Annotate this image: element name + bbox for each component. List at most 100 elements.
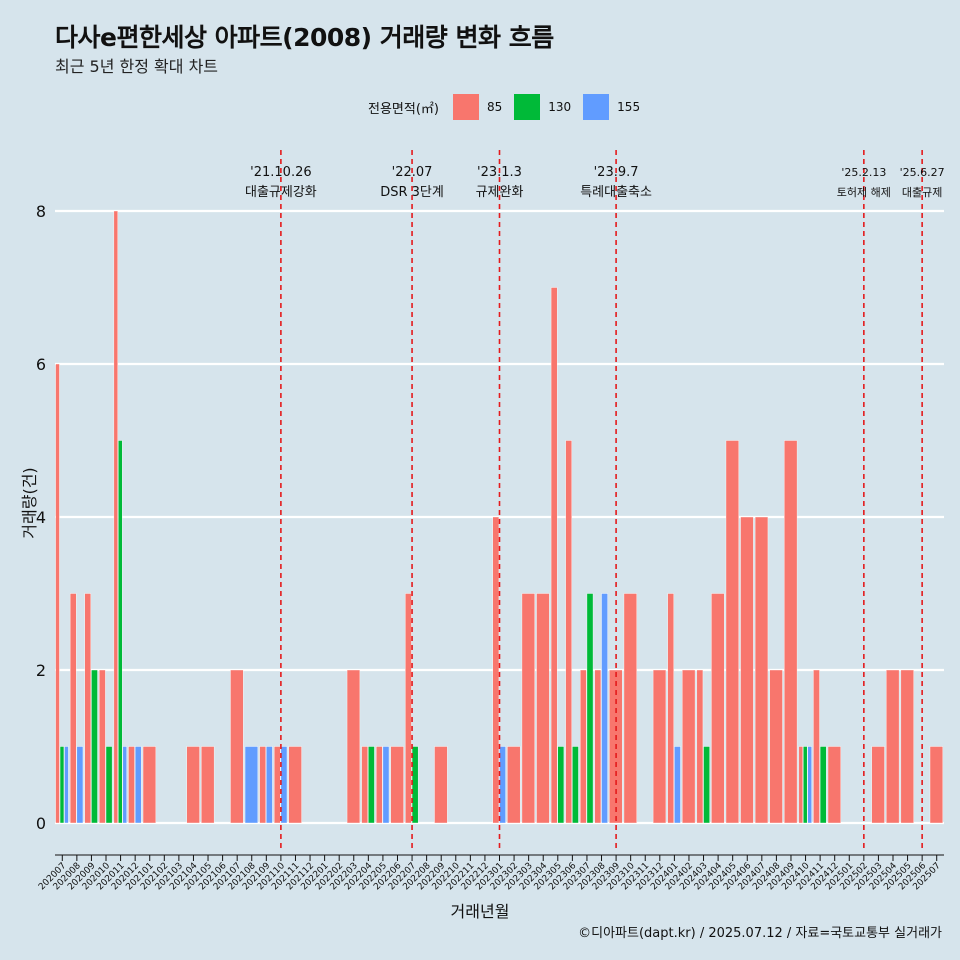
- bar-202207-85: [405, 593, 412, 824]
- bar-202411-85: [813, 669, 820, 824]
- legend-item-130: 130: [514, 94, 571, 120]
- legend-swatch-85: [452, 94, 479, 120]
- bar-202007-130: [59, 746, 65, 824]
- bar-202010-130: [105, 746, 113, 824]
- bar-202007-85: [55, 363, 60, 824]
- event-date-202207: '22.07: [392, 165, 433, 180]
- bar-202308-155: [601, 593, 608, 824]
- event-label-202502: 토허제 해제: [837, 185, 891, 199]
- bar-202107-85: [230, 669, 244, 824]
- legend-title: 전용면적(㎡): [368, 101, 439, 117]
- y-tick-label-0: 0: [36, 814, 46, 833]
- bar-202306-130: [572, 746, 579, 824]
- bar-202301-155: [499, 746, 506, 824]
- bar-202007-155: [64, 746, 69, 824]
- bar-202008-85: [69, 593, 77, 824]
- bar-202008-155: [76, 746, 84, 824]
- legend-item-155: 155: [583, 94, 640, 120]
- bar-202403-130: [703, 746, 710, 824]
- event-date-202110: '21.10.26: [250, 165, 311, 180]
- bar-202402-85: [682, 669, 696, 824]
- event-date-202309: '23.9.7: [594, 165, 639, 180]
- chart-subtitle: 최근 5년 한정 확대 차트: [55, 57, 219, 76]
- bar-202108-155: [244, 746, 259, 824]
- bar-202408-85: [769, 669, 783, 824]
- bar-202209-85: [434, 746, 448, 824]
- bar-202109-85: [259, 746, 266, 824]
- event-label-202309: 특례대출축소: [580, 185, 652, 200]
- bar-202405-85: [725, 440, 739, 824]
- bar-202401-155: [674, 746, 681, 824]
- bar-202205-85: [376, 746, 383, 824]
- chart-title: 다사e편한세상 아파트(2008) 거래량 변화 흐름: [55, 23, 554, 52]
- bar-202503-85: [871, 746, 885, 824]
- legend-swatch-130: [514, 94, 541, 120]
- bar-202204-85: [361, 746, 368, 824]
- event-label-202110: 대출규제강화: [245, 185, 317, 200]
- bar-202310-85: [623, 593, 637, 824]
- bar-202101-85: [142, 746, 157, 824]
- bar-202207-130: [411, 746, 419, 824]
- bar-202412-85: [827, 746, 841, 824]
- y-tick-label-2: 2: [36, 661, 46, 680]
- bar-202306-85: [565, 440, 572, 824]
- y-axis-label: 거래량(건): [20, 467, 39, 539]
- bar-202009-85: [84, 593, 92, 824]
- bar-202404-85: [711, 593, 725, 824]
- event-label-202207: DSR 3단계: [380, 185, 444, 200]
- event-date-202301: '23.1.3: [477, 165, 522, 180]
- legend-item-85: 85: [452, 94, 503, 120]
- legend-swatch-155: [583, 94, 610, 120]
- bar-202407-85: [754, 516, 769, 824]
- bar-202507-85: [929, 746, 944, 824]
- event-date-202506: '25.6.27: [900, 166, 945, 179]
- bar-202011-130: [118, 440, 123, 824]
- bar-202110-85: [273, 746, 281, 824]
- bar-202011-85: [113, 210, 118, 824]
- bar-202308-85: [594, 669, 602, 824]
- bar-202011-155: [122, 746, 127, 824]
- bar-202411-130: [819, 746, 827, 824]
- bar-202401-85: [667, 593, 674, 824]
- bar-202206-85: [390, 746, 404, 824]
- bar-202009-130: [91, 669, 98, 824]
- bar-202204-130: [368, 746, 375, 824]
- source-caption: ©디아파트(dapt.kr) / 2025.07.12 / 자료=국토교통부 실…: [578, 926, 942, 941]
- bar-202012-155: [134, 746, 142, 824]
- bar-202305-130: [557, 746, 565, 824]
- bar-202410-130: [803, 746, 808, 824]
- y-tick-label-6: 6: [36, 355, 46, 374]
- bar-202010-85: [99, 669, 106, 824]
- event-label-202301: 규제완화: [476, 185, 524, 200]
- bar-202410-85: [798, 746, 803, 824]
- bar-202205-155: [382, 746, 390, 824]
- event-date-202502: '25.2.13: [841, 166, 886, 179]
- legend-label-130: 130: [548, 100, 572, 114]
- bar-202305-85: [550, 287, 558, 824]
- bar-202303-85: [521, 593, 535, 824]
- bar-202410-155: [807, 746, 812, 824]
- bar-202203-85: [346, 669, 361, 824]
- y-tick-label-4: 4: [36, 508, 46, 527]
- bar-202403-85: [696, 669, 704, 824]
- bar-202505-85: [900, 669, 914, 824]
- bar-202307-130: [586, 593, 594, 824]
- bar-202109-155: [266, 746, 273, 824]
- legend-label-85: 85: [486, 100, 503, 114]
- bar-202110-155: [280, 746, 288, 824]
- bar-202504-85: [886, 669, 900, 824]
- bar-202304-85: [536, 593, 550, 824]
- bar-202307-85: [580, 669, 587, 824]
- bar-202111-85: [288, 746, 302, 824]
- bar-202409-85: [784, 440, 798, 824]
- y-tick-label-8: 8: [36, 202, 46, 221]
- x-axis-label: 거래년월: [450, 902, 510, 921]
- bar-202104-85: [186, 746, 200, 824]
- legend: 전용면적(㎡) 85 130 155: [368, 92, 644, 122]
- bar-202012-85: [128, 746, 135, 824]
- event-label-202506: 대출규제: [902, 186, 942, 199]
- bar-202406-85: [740, 516, 754, 824]
- bar-202312-85: [652, 669, 667, 824]
